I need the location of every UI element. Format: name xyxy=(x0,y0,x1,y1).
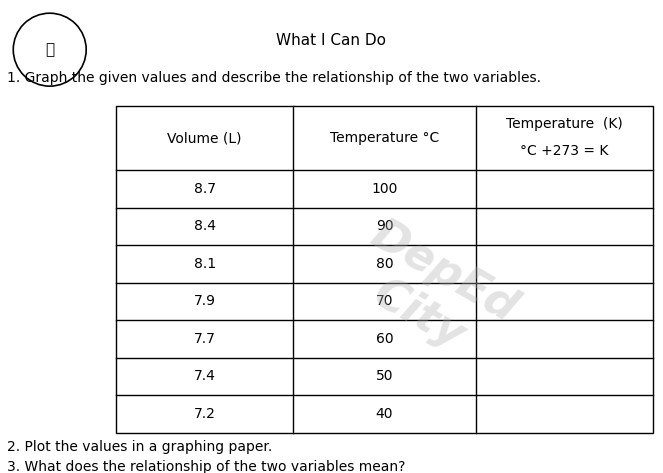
Text: 8.7: 8.7 xyxy=(194,182,215,196)
Text: 7.4: 7.4 xyxy=(194,369,215,384)
Text: 90: 90 xyxy=(376,219,393,233)
Text: 70: 70 xyxy=(376,294,393,308)
Text: 80: 80 xyxy=(376,257,393,271)
Text: 40: 40 xyxy=(376,407,393,421)
Text: 7.9: 7.9 xyxy=(194,294,215,308)
Text: 8.1: 8.1 xyxy=(194,257,215,271)
Text: 50: 50 xyxy=(376,369,393,384)
Text: 3. What does the relationship of the two variables mean?: 3. What does the relationship of the two… xyxy=(7,460,405,473)
Text: 100: 100 xyxy=(371,182,398,196)
Text: 7.2: 7.2 xyxy=(194,407,215,421)
Text: Temperature °C: Temperature °C xyxy=(330,131,439,145)
Text: What I Can Do: What I Can Do xyxy=(276,33,387,48)
Text: 2. Plot the values in a graphing paper.: 2. Plot the values in a graphing paper. xyxy=(7,440,272,454)
Text: °C +273 = K: °C +273 = K xyxy=(520,144,609,158)
Text: Temperature  (K): Temperature (K) xyxy=(506,117,623,131)
Text: 60: 60 xyxy=(376,332,393,346)
Text: 🤞: 🤞 xyxy=(45,42,54,57)
Text: 8.4: 8.4 xyxy=(194,219,215,233)
Text: DepEd
City: DepEd City xyxy=(338,213,524,374)
Bar xyxy=(116,106,653,433)
Text: Volume (L): Volume (L) xyxy=(167,131,242,145)
Text: 1. Graph the given values and describe the relationship of the two variables.: 1. Graph the given values and describe t… xyxy=(7,71,540,85)
Text: 7.7: 7.7 xyxy=(194,332,215,346)
